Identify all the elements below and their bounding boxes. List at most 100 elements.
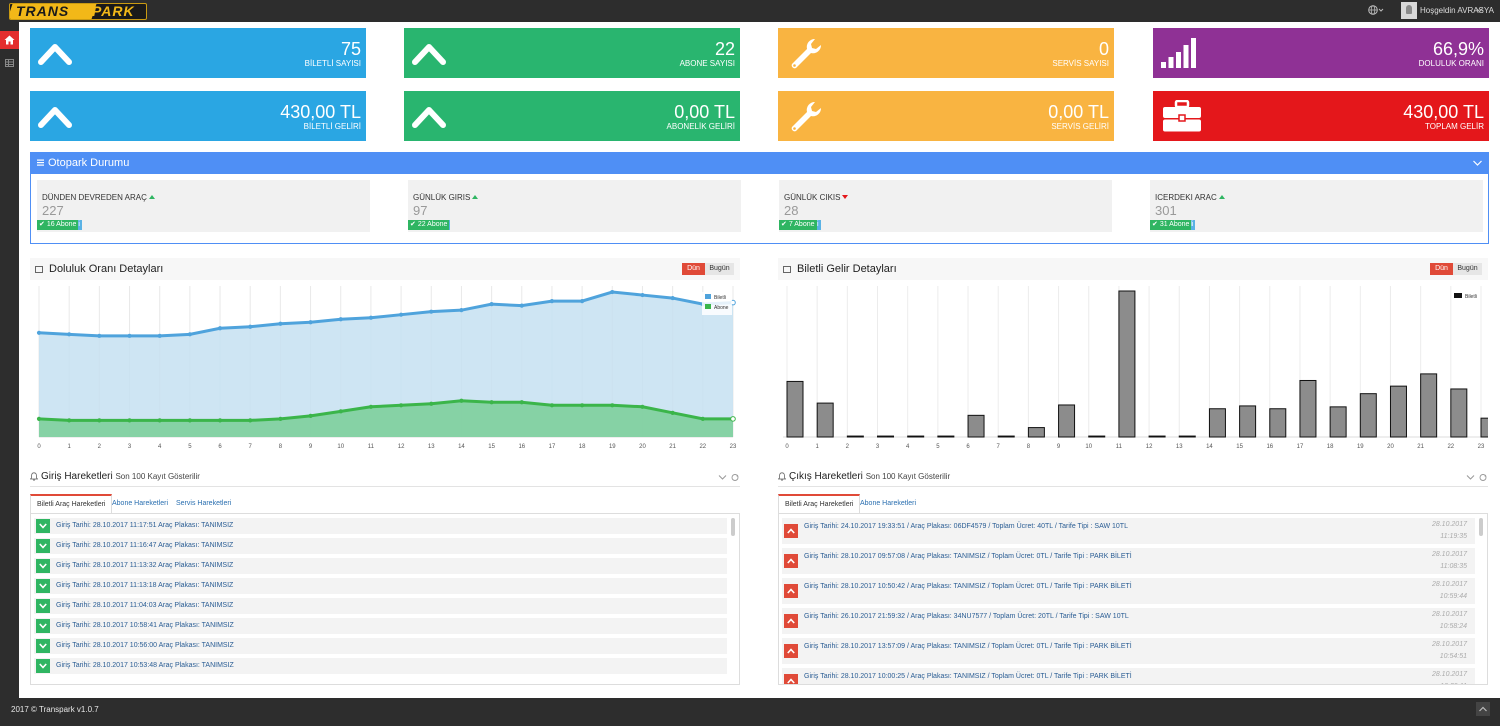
bar[interactable] [1299,379,1317,438]
stat-tile[interactable]: 66,9% DOLULUK ORANI [1153,28,1489,78]
data-point[interactable] [248,418,253,423]
data-point[interactable] [459,398,464,403]
data-point[interactable] [700,416,705,421]
bar[interactable] [846,435,864,438]
data-point[interactable] [730,416,736,422]
data-point[interactable] [67,332,72,337]
cikis-tab[interactable]: Biletli Araç Hareketleri [778,494,861,513]
data-point[interactable] [429,401,434,406]
bar[interactable] [1269,408,1287,438]
data-point[interactable] [489,302,494,307]
bar[interactable] [1359,393,1377,438]
bar[interactable] [1027,427,1045,438]
bar[interactable] [1178,435,1196,438]
data-point[interactable] [36,416,42,421]
data-point[interactable] [217,418,223,423]
stat-tile[interactable]: 0 SERVİS SAYISI [778,28,1114,78]
bar[interactable] [877,435,895,438]
data-point[interactable] [610,289,615,295]
data-point[interactable] [519,400,524,405]
cikis-list-item[interactable]: Giriş Tarihi: 28.10.2017 09:57:08 / Araç… [782,548,1475,574]
data-point[interactable] [127,418,132,423]
data-point[interactable] [398,312,404,317]
data-point[interactable] [640,292,645,298]
cikis-list-item[interactable]: Giriş Tarihi: 28.10.2017 13:57:09 / Araç… [782,638,1475,664]
data-point[interactable] [459,308,464,313]
bar[interactable] [1420,373,1438,438]
data-point[interactable] [157,418,162,423]
data-point[interactable] [670,295,675,301]
stat-tile[interactable]: 0,00 TL ABONELİK GELİRİ [404,91,740,141]
cikis-panel-tools[interactable] [1466,473,1488,485]
bar[interactable] [816,402,834,438]
gelir-dun-button[interactable]: Dün [1430,263,1453,275]
transpark-logo[interactable]: TRANS PARK [9,3,147,20]
bar[interactable] [1088,435,1106,438]
bar[interactable] [997,435,1015,438]
user-menu-chevron-down-icon[interactable] [1476,3,1483,17]
giris-tab[interactable]: Abone Hareketleri [112,500,169,507]
giris-list-item[interactable]: Giriş Tarihi: 28.10.2017 11:17:51 Araç P… [34,518,727,534]
cikis-list-item[interactable]: Giriş Tarihi: 26.10.2017 21:59:32 / Araç… [782,608,1475,634]
gelir-bugun-button[interactable]: Bugün [1453,263,1482,275]
scroll-top-chevron-up-icon[interactable] [1476,702,1490,716]
bar[interactable] [1480,417,1488,438]
data-point[interactable] [248,324,253,329]
bar[interactable] [1450,388,1468,438]
cikis-scrollbar[interactable] [1479,518,1483,536]
data-point[interactable] [368,404,374,409]
data-point[interactable] [308,320,313,325]
data-point[interactable] [338,317,343,322]
data-point[interactable] [368,315,374,320]
data-point[interactable] [278,321,283,326]
doluluk-bugun-button[interactable]: Bugün [705,263,734,275]
cikis-list-item[interactable]: Giriş Tarihi: 24.10.2017 19:33:51 / Araç… [782,518,1475,544]
stat-tile[interactable]: 22 ABONE SAYISI [404,28,740,78]
data-point[interactable] [429,309,434,314]
data-point[interactable] [187,332,192,337]
giris-list-item[interactable]: Giriş Tarihi: 28.10.2017 10:58:41 Araç P… [34,618,727,634]
user-avatar[interactable] [1401,2,1417,19]
cikis-list-item[interactable]: Giriş Tarihi: 28.10.2017 10:50:42 / Araç… [782,578,1475,604]
data-point[interactable] [217,326,223,331]
data-point[interactable] [67,418,72,423]
stat-tile[interactable]: 75 BİLETLİ SAYISI [30,28,366,78]
sidebar-item-table[interactable] [5,59,14,67]
bar[interactable] [937,435,955,438]
giris-list-item[interactable]: Giriş Tarihi: 28.10.2017 10:56:00 Araç P… [34,638,727,654]
data-point[interactable] [489,400,494,405]
data-point[interactable] [580,403,585,408]
stat-tile[interactable]: 430,00 TL TOPLAM GELİR [1153,91,1489,141]
giris-scrollbar[interactable] [731,518,735,536]
data-point[interactable] [278,416,283,421]
giris-panel-tools[interactable] [718,473,740,485]
giris-list-item[interactable]: Giriş Tarihi: 28.10.2017 10:53:48 Araç P… [34,658,727,674]
data-point[interactable] [549,299,555,304]
bar[interactable] [1239,405,1257,438]
data-point[interactable] [549,403,555,408]
doluluk-dun-button[interactable]: Dün [682,263,705,275]
otopark-status-header[interactable]: Otopark Durumu [31,153,1488,174]
cikis-tab[interactable]: Abone Hareketleri [860,500,917,507]
cikis-list-item[interactable]: Giriş Tarihi: 28.10.2017 10:00:25 / Araç… [782,668,1475,684]
giris-list-item[interactable]: Giriş Tarihi: 28.10.2017 11:16:47 Araç P… [34,538,727,554]
giris-tab[interactable]: Servis Hareketleri [176,500,232,507]
collapse-chevron-down-icon[interactable] [1473,157,1482,170]
data-point[interactable] [36,330,42,335]
data-point[interactable] [127,333,132,338]
data-point[interactable] [640,404,645,409]
data-point[interactable] [338,409,343,414]
stat-tile[interactable]: 0,00 TL SERVİS GELİRİ [778,91,1114,141]
language-globe-icon[interactable] [1368,4,1386,18]
bar[interactable] [786,380,804,438]
bar[interactable] [1058,404,1076,438]
bar[interactable] [1329,406,1347,438]
data-point[interactable] [398,403,404,408]
data-point[interactable] [580,299,585,304]
data-point[interactable] [97,333,102,338]
data-point[interactable] [308,413,313,418]
data-point[interactable] [610,403,615,408]
bar[interactable] [1148,435,1166,438]
data-point[interactable] [157,333,162,338]
bar[interactable] [907,435,925,438]
